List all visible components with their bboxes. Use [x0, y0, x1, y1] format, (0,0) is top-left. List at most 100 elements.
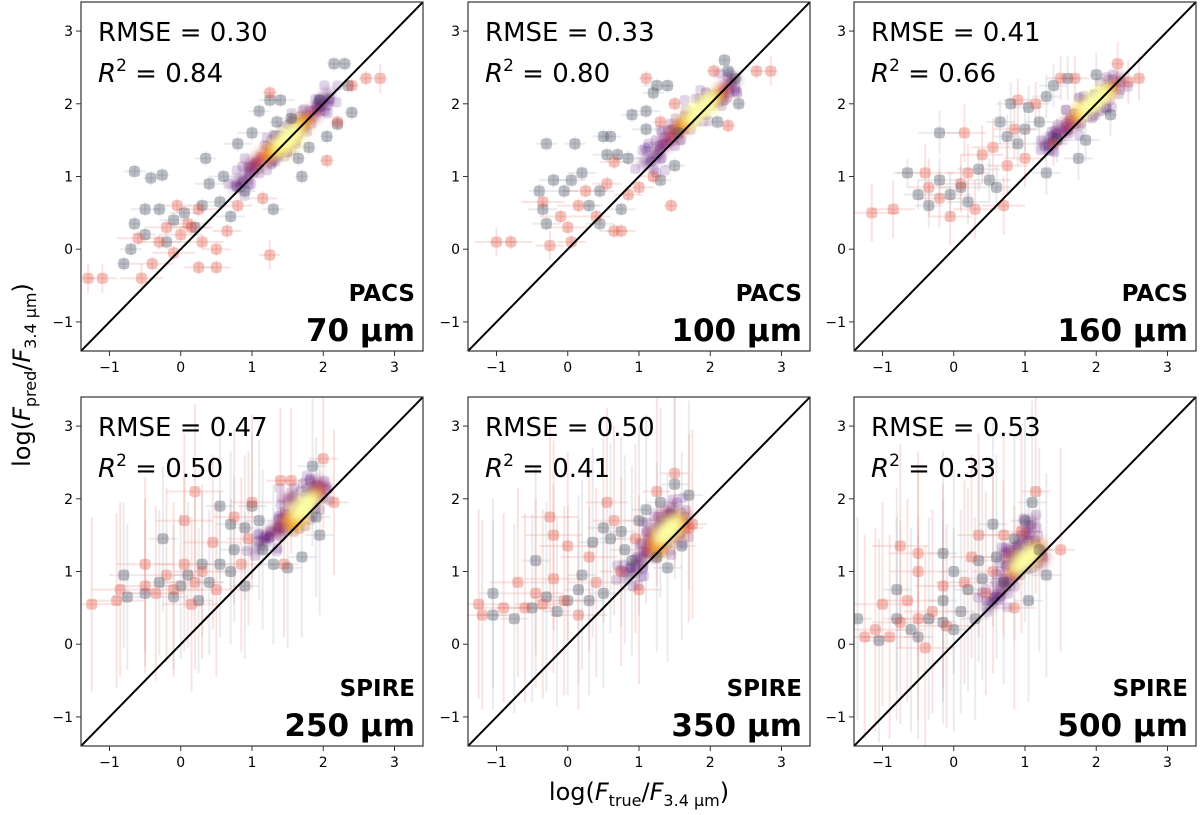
- x-tick-label: −1: [99, 360, 120, 376]
- red-point: [572, 609, 584, 621]
- red-point: [722, 120, 734, 132]
- red-point: [161, 221, 172, 233]
- gray-point: [962, 584, 974, 596]
- gray-point: [1105, 109, 1116, 121]
- red-point: [647, 171, 659, 182]
- density-point: [731, 86, 742, 97]
- one-to-one-line: [854, 2, 1196, 351]
- gray-point: [969, 613, 981, 625]
- red-point: [976, 149, 988, 161]
- plot-data: [854, 2, 1196, 351]
- red-point: [257, 192, 269, 204]
- red-point: [912, 613, 924, 625]
- one-to-one-line: [81, 2, 423, 351]
- red-point: [210, 261, 222, 273]
- red-point: [629, 533, 641, 545]
- gray-point: [619, 544, 631, 556]
- instrument-label: PACS: [349, 281, 415, 307]
- density-point: [286, 108, 297, 119]
- gray-point: [973, 163, 985, 175]
- wavelength-label: 70 µm: [306, 313, 415, 349]
- x-tick-label: −1: [872, 360, 893, 376]
- gray-point: [321, 131, 333, 143]
- gray-point: [285, 112, 297, 124]
- panel-pacs-160m: −1 0 1 2 3 −1 0 1 2 3 RMSE = 0.41 R2 = 0.66 PACS 160 …: [825, 1, 1197, 376]
- red-point: [185, 598, 197, 610]
- density-point: [994, 557, 1005, 568]
- gray-point: [1080, 134, 1092, 146]
- red-point: [708, 65, 720, 77]
- gray-point: [157, 533, 169, 545]
- red-point: [505, 236, 517, 248]
- gray-point: [139, 587, 151, 599]
- red-point: [919, 642, 931, 654]
- red-point: [264, 87, 276, 99]
- density-core-point: [274, 123, 301, 150]
- red-point: [751, 65, 763, 77]
- density-point: [666, 550, 677, 561]
- x-tick-label: 1: [1021, 755, 1030, 771]
- gray-point: [576, 167, 588, 179]
- gray-point: [307, 460, 319, 472]
- one-to-one-line: [468, 397, 810, 746]
- density-point: [641, 517, 652, 528]
- red-point: [132, 232, 144, 244]
- gray-point: [948, 624, 960, 636]
- red-point: [941, 620, 953, 632]
- red-point: [583, 551, 595, 563]
- x-tick-label: 3: [1163, 755, 1172, 771]
- gray-point: [1023, 595, 1035, 607]
- gray-point: [672, 127, 684, 139]
- plot-data: [468, 2, 810, 351]
- red-point: [285, 475, 297, 487]
- red-point: [934, 192, 945, 204]
- plot-data: [854, 397, 1196, 746]
- wavelength-label: 160 µm: [1057, 313, 1188, 349]
- gray-point: [901, 167, 913, 179]
- gray-point: [161, 236, 172, 248]
- red-point: [491, 236, 502, 248]
- y-tick-label: 3: [837, 419, 846, 435]
- gray-point: [597, 587, 609, 599]
- red-point: [912, 547, 924, 559]
- y-tick-label: 3: [451, 24, 460, 40]
- red-point: [1015, 526, 1027, 538]
- red-point: [246, 496, 258, 508]
- red-point: [608, 156, 620, 168]
- red-point: [139, 580, 151, 592]
- y-tick-label: 1: [451, 170, 460, 186]
- gray-point: [719, 54, 730, 66]
- density-core-point: [237, 172, 253, 188]
- gray-point: [583, 200, 595, 212]
- density-point: [679, 95, 690, 106]
- gray-point: [622, 152, 634, 164]
- gray-point: [615, 203, 627, 215]
- y-tick-label: 0: [837, 637, 846, 653]
- red-point: [193, 203, 205, 215]
- gray-point: [118, 258, 130, 270]
- panel-pacs-70m: −1 0 1 2 3 −1 0 1 2 3 RMSE = 0.30 R2 = 0.84 PACS 70 µ…: [52, 1, 424, 376]
- density-point: [1102, 103, 1113, 114]
- x-tick-label: 0: [949, 755, 958, 771]
- x-tick-label: 2: [1092, 755, 1101, 771]
- gray-point: [267, 203, 279, 215]
- y-tick-label: −1: [825, 710, 846, 726]
- panel-spire-500m: −1 0 1 2 3 −1 0 1 2 3 RMSE = 0.53 R2 = 0.33 SPIRE 500…: [825, 396, 1197, 771]
- gray-point: [487, 609, 499, 621]
- gray-point: [676, 540, 688, 552]
- red-point: [633, 181, 645, 193]
- x-tick-label: 0: [949, 360, 958, 376]
- red-point: [178, 558, 190, 570]
- plot-data: [81, 2, 423, 351]
- gray-point: [654, 174, 666, 186]
- red-point: [228, 511, 240, 523]
- gray-point: [487, 587, 499, 599]
- gray-point: [153, 203, 165, 215]
- gray-point: [948, 566, 960, 577]
- x-tick-label: 3: [390, 360, 399, 376]
- red-point: [185, 221, 197, 233]
- r2-annotation: R2 = 0.80: [485, 56, 610, 89]
- y-tick-label: 2: [837, 97, 846, 113]
- x-tick-label: 3: [777, 360, 786, 376]
- red-point: [476, 609, 488, 621]
